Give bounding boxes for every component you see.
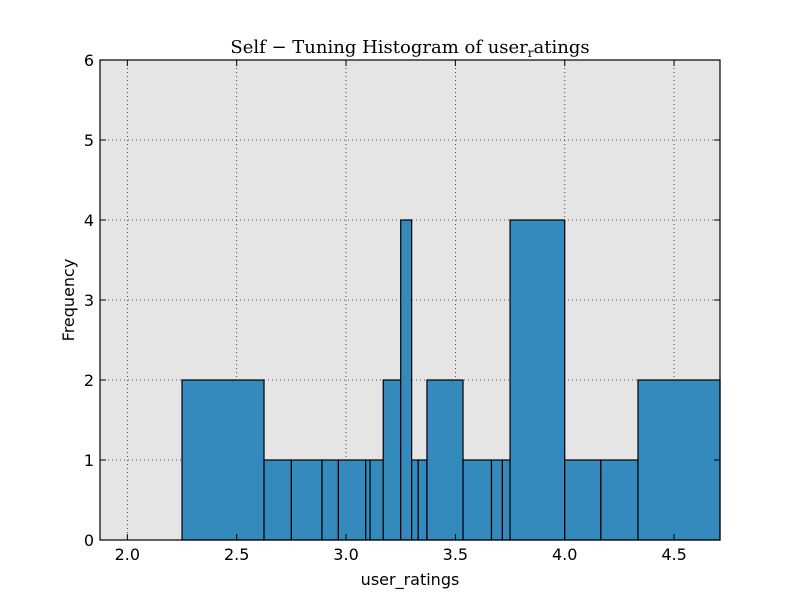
- y-axis-label: Frequency: [59, 259, 78, 342]
- histogram-bar: [509, 219, 566, 541]
- x-tick-label: 2.5: [224, 545, 249, 564]
- histogram-bar: [400, 219, 413, 541]
- x-tick-label: 4.0: [552, 545, 577, 564]
- chart-title: Self − Tuning Histogram of userratings: [230, 37, 589, 60]
- x-tick-label: 3.0: [333, 545, 358, 564]
- histogram-bar: [426, 379, 464, 541]
- histogram-bar: [321, 459, 339, 541]
- y-tick-label: 5: [84, 131, 94, 150]
- histogram-bar: [501, 459, 511, 541]
- x-tick-label: 4.5: [661, 545, 686, 564]
- histogram-bar: [337, 459, 367, 541]
- x-axis-label: user_ratings: [361, 570, 460, 590]
- histogram-bar: [417, 459, 428, 541]
- y-tick-label: 1: [84, 451, 94, 470]
- histogram-bar: [490, 459, 503, 541]
- histogram-bar: [564, 459, 602, 541]
- y-axis-ticks: 0 1 2 3 4 5 6: [84, 51, 720, 550]
- x-axis-ticks: 2.0 2.5 3.0 3.5 4.0 4.5: [115, 60, 687, 564]
- histogram-bar: [365, 459, 371, 541]
- y-tick-label: 0: [84, 531, 94, 550]
- y-tick-label: 6: [84, 51, 94, 70]
- histogram-bar: [462, 459, 493, 541]
- y-tick-label: 2: [84, 371, 94, 390]
- x-tick-label: 2.0: [115, 545, 140, 564]
- histogram-bar: [290, 459, 323, 541]
- histogram-bar: [600, 459, 639, 541]
- histogram-bar: [637, 379, 721, 541]
- histogram-bars: [181, 219, 721, 541]
- y-tick-label: 4: [84, 211, 94, 230]
- chart-title-subscript: r: [528, 46, 534, 60]
- histogram-bar: [382, 379, 402, 541]
- histogram-bar: [369, 459, 384, 541]
- y-tick-label: 3: [84, 291, 94, 310]
- histogram-bar: [263, 459, 292, 541]
- x-tick-label: 3.5: [443, 545, 468, 564]
- histogram-bar: [181, 379, 265, 541]
- chart-title-suffix: atings: [534, 37, 590, 58]
- chart-title-main: Self − Tuning Histogram of user: [230, 37, 528, 58]
- histogram-bar: [411, 459, 419, 541]
